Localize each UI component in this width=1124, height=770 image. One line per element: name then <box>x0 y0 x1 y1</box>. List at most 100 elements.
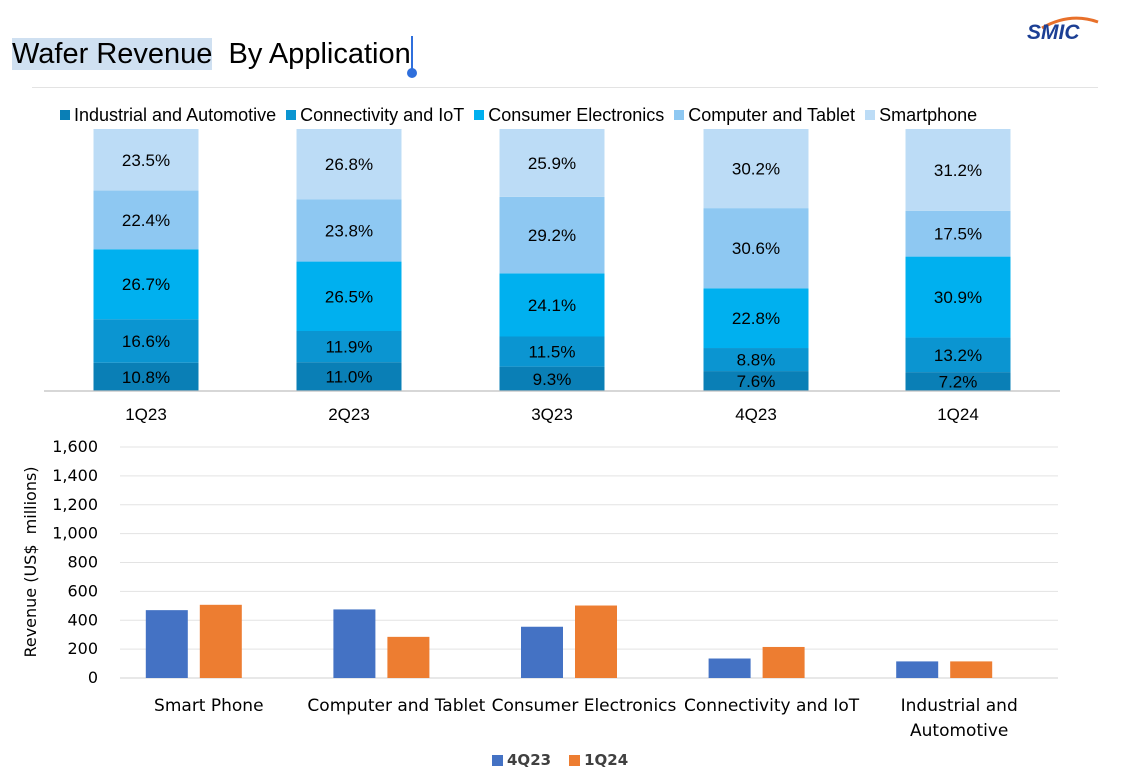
category-label: 1Q24 <box>937 405 979 424</box>
revenue-bar <box>762 646 805 678</box>
stacked-segment <box>905 256 1011 338</box>
segment-data-label: 24.1% <box>528 296 576 315</box>
revenue-bar <box>708 658 751 678</box>
stacked-segment <box>499 366 605 391</box>
segment-data-label: 13.2% <box>934 346 982 365</box>
segment-data-label: 9.3% <box>533 370 572 389</box>
segment-data-label: 22.4% <box>122 211 170 230</box>
segment-data-label: 7.2% <box>939 373 978 392</box>
y-tick-label: 800 <box>67 553 98 572</box>
stacked-segment <box>703 208 809 289</box>
stacked-segment <box>499 129 605 197</box>
legend-swatch <box>674 110 685 120</box>
category-label: 3Q23 <box>531 405 573 424</box>
y-tick-label: 1,000 <box>52 524 98 543</box>
segment-data-label: 10.8% <box>122 368 170 387</box>
y-tick-label: 1,200 <box>52 495 98 514</box>
segment-data-label: 25.9% <box>528 154 576 173</box>
revenue-bar <box>896 661 939 678</box>
stacked-segment <box>703 288 809 349</box>
legend-item: 1Q24 <box>569 751 628 769</box>
y-tick-label: 1,400 <box>52 466 98 485</box>
legend-item: Smartphone <box>865 105 977 126</box>
stacked-segment <box>93 249 199 320</box>
selection-handle[interactable] <box>406 68 417 78</box>
stacked-segment <box>499 196 605 274</box>
legend-item: 4Q23 <box>492 751 551 769</box>
segment-data-label: 30.2% <box>732 160 780 179</box>
stacked-segment <box>499 336 605 367</box>
revenue-bar <box>199 604 242 678</box>
category-label: 1Q23 <box>125 405 167 424</box>
revenue-bar <box>333 609 376 678</box>
title-text: By Application <box>220 38 411 70</box>
segment-data-label: 30.6% <box>732 239 780 258</box>
stacked-segment <box>703 371 809 391</box>
legend-item: Connectivity and IoT <box>286 105 464 126</box>
legend-swatch <box>60 110 70 120</box>
stacked-segment <box>703 348 809 372</box>
segment-data-label: 8.8% <box>737 351 776 370</box>
legend-swatch <box>492 754 503 766</box>
stacked-segment <box>93 362 199 391</box>
stacked-segment <box>93 190 199 250</box>
y-tick-label: 1,600 <box>52 437 98 456</box>
segment-data-label: 11.0% <box>326 368 373 387</box>
category-label: 2Q23 <box>328 405 370 424</box>
y-tick-label: 0 <box>88 668 98 687</box>
y-axis-title: Revenue (US$ millions) <box>21 466 40 657</box>
y-tick-label: 600 <box>67 581 98 600</box>
segment-data-label: 16.6% <box>122 332 170 351</box>
y-tick-label: 200 <box>67 639 98 658</box>
x-category-label: Consumer Electronics <box>492 696 677 716</box>
legend-item: Computer and Tablet <box>674 105 855 126</box>
legend-swatch <box>474 110 485 120</box>
text-caret <box>410 36 413 72</box>
revenue-bar <box>950 661 993 678</box>
stacked-segment <box>296 331 402 363</box>
page-title: Wafer Revenue By Application <box>12 36 417 78</box>
stacked-segment <box>296 199 402 262</box>
stacked-segment <box>296 261 402 332</box>
legend-label: 1Q24 <box>584 751 629 769</box>
segment-data-label: 29.2% <box>528 226 576 245</box>
legend-item: Consumer Electronics <box>474 105 664 126</box>
stacked-segment <box>499 273 605 337</box>
logo-text: SMIC <box>1027 21 1080 44</box>
legend-swatch <box>286 110 297 120</box>
revenue-bar <box>145 610 188 678</box>
legend-swatch <box>569 754 581 766</box>
segment-data-label: 26.5% <box>325 287 373 306</box>
revenue-bar <box>387 636 430 678</box>
segment-data-label: 26.8% <box>325 155 373 174</box>
revenue-chart-legend: 4Q23 1Q24 <box>492 750 628 770</box>
segment-data-label: 22.8% <box>732 309 780 328</box>
stacked-segment <box>905 210 1011 257</box>
segment-data-label: 23.5% <box>122 151 170 170</box>
stacked-segment <box>905 129 1011 211</box>
legend-label: Computer and Tablet <box>688 104 856 125</box>
x-category-label: Automotive <box>910 721 1008 741</box>
segment-data-label: 7.6% <box>737 372 776 391</box>
logo-swoosh <box>1041 16 1099 30</box>
stacked-segment <box>703 129 809 209</box>
segment-data-label: 23.8% <box>325 221 373 240</box>
x-category-label: Industrial and <box>901 696 1018 716</box>
x-category-label: Connectivity and IoT <box>684 696 860 716</box>
legend-label: 4Q23 <box>507 751 552 769</box>
legend-swatch <box>865 110 876 120</box>
stacked-chart-legend: Industrial and Automotive Connectivity an… <box>60 104 977 126</box>
y-tick-label: 400 <box>67 610 98 629</box>
smic-logo: SMIC <box>1027 16 1099 44</box>
stacked-segment <box>905 372 1011 391</box>
stacked-segment <box>93 319 199 363</box>
stacked-segment <box>296 129 402 200</box>
legend-label: Industrial and Automotive <box>74 104 277 125</box>
header-divider <box>32 87 1098 88</box>
stacked-segment <box>296 362 402 391</box>
segment-data-label: 11.9% <box>326 338 373 357</box>
stacked-segment <box>905 337 1011 373</box>
title-selected-text[interactable]: Wafer Revenue <box>12 38 213 70</box>
x-category-label: Computer and Tablet <box>307 696 485 716</box>
